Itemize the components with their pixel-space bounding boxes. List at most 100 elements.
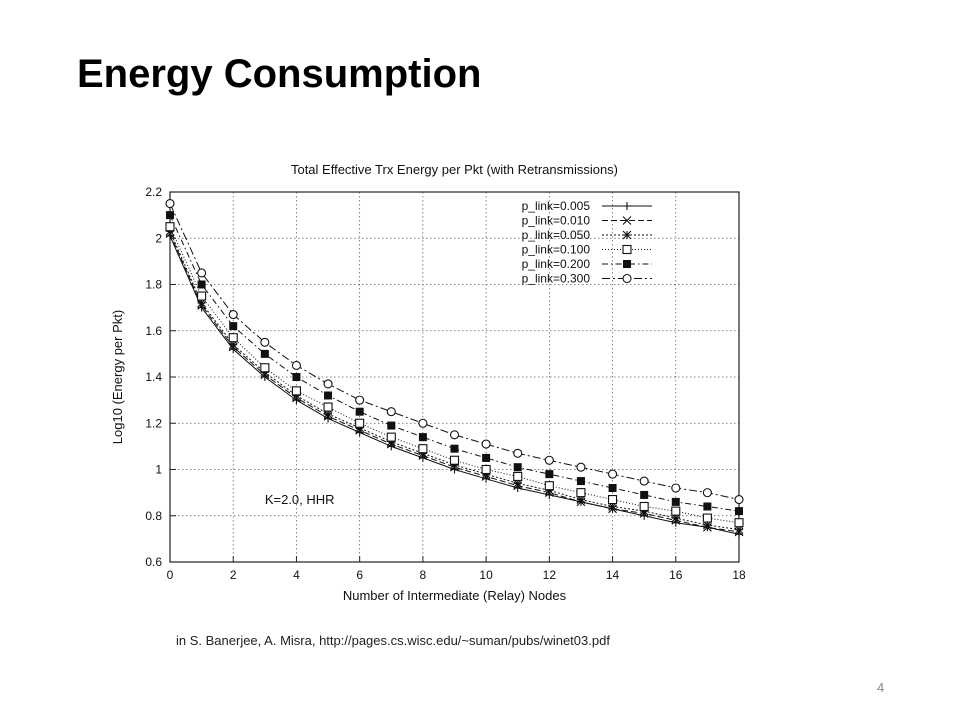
marker-shape (544, 455, 554, 465)
x-tick-label: 2 (230, 568, 237, 582)
data-point (166, 211, 174, 220)
y-tick-label: 0.6 (145, 555, 162, 569)
marker-shape (734, 518, 744, 528)
marker-shape (418, 433, 427, 442)
marker-shape (639, 476, 649, 486)
chart-annotation: K=2.0, HHR (265, 492, 335, 507)
legend-item: p_link=0.050 (522, 228, 652, 242)
series-p-link-0-005 (166, 231, 743, 539)
data-point (449, 430, 460, 440)
source-caption: in S. Banerjee, A. Misra, http://pages.c… (176, 633, 610, 648)
data-point (324, 391, 333, 400)
marker-shape (734, 495, 744, 505)
data-point (513, 471, 523, 481)
data-point (639, 501, 649, 512)
legend-marker (622, 230, 632, 240)
data-point (671, 506, 681, 516)
marker-shape (622, 273, 632, 284)
x-tick-label: 0 (167, 568, 174, 582)
marker-shape (166, 211, 174, 220)
data-point (513, 448, 523, 458)
legend-label: p_link=0.005 (522, 199, 591, 213)
marker-shape (640, 490, 649, 499)
data-point (386, 432, 396, 442)
marker-stroke (622, 230, 632, 240)
chart-figure: Total Effective Trx Energy per Pkt (with… (100, 150, 760, 615)
data-point (355, 407, 364, 416)
series-p-link-0-010 (165, 229, 744, 537)
marker-shape (671, 483, 681, 493)
data-point (576, 462, 586, 472)
data-point (544, 481, 554, 491)
data-point (608, 484, 617, 492)
data-point (418, 433, 427, 442)
legend-marker (622, 216, 632, 225)
data-point (449, 455, 460, 465)
legend-item: p_link=0.200 (522, 257, 652, 271)
data-point (702, 488, 712, 498)
series-p-link-0-100 (165, 222, 744, 528)
marker-shape (260, 349, 269, 358)
legend-label: p_link=0.050 (522, 228, 591, 242)
y-tick-label: 1.4 (145, 370, 162, 384)
marker-shape (513, 448, 523, 458)
data-point (291, 386, 301, 396)
marker-shape (481, 439, 491, 449)
data-point (165, 222, 175, 232)
slide-title: Energy Consumption (77, 52, 482, 96)
data-point (639, 476, 649, 486)
legend-item: p_link=0.005 (522, 199, 652, 213)
marker-shape (355, 418, 365, 428)
marker-shape (735, 507, 743, 516)
legend-marker (623, 260, 631, 268)
marker-shape (576, 488, 586, 498)
marker-shape (324, 391, 333, 400)
legend-item: p_link=0.100 (522, 243, 652, 257)
legend-label: p_link=0.300 (522, 272, 591, 286)
marker-shape (639, 501, 649, 512)
marker-shape (702, 488, 712, 498)
data-point (228, 333, 238, 343)
data-point (355, 395, 365, 405)
marker-shape (387, 421, 396, 430)
data-point (165, 199, 175, 209)
data-point (260, 349, 269, 358)
series-line (169, 203, 740, 501)
data-point (608, 469, 618, 479)
marker-shape (449, 455, 460, 465)
legend-marker (622, 244, 632, 255)
marker-shape (702, 513, 712, 523)
x-axis-label: Number of Intermediate (Relay) Nodes (343, 588, 567, 603)
data-point (734, 518, 744, 528)
marker-shape (229, 322, 238, 331)
x-tick-label: 6 (356, 568, 363, 582)
legend-label: p_link=0.010 (522, 214, 591, 228)
data-point (576, 477, 585, 486)
grid-layer (170, 192, 739, 562)
data-point (323, 379, 333, 389)
series-line (169, 235, 740, 535)
data-point (576, 488, 586, 498)
marker-shape (481, 464, 491, 475)
marker-shape (291, 360, 301, 370)
y-axis-label: Log10 (Energy per Pkt) (110, 310, 125, 444)
data-point (671, 497, 680, 506)
marker-shape (323, 402, 333, 412)
marker-shape (228, 333, 238, 343)
data-point (197, 280, 206, 289)
data-point (355, 418, 365, 428)
data-point (260, 363, 270, 373)
legend-label: p_link=0.200 (522, 257, 591, 271)
page-number: 4 (877, 680, 885, 695)
data-point (482, 453, 491, 462)
legend-marker (622, 273, 632, 284)
marker-shape (197, 280, 206, 289)
data-point (323, 402, 333, 412)
marker-shape (291, 386, 301, 396)
series-line (169, 231, 740, 531)
marker-shape (623, 260, 631, 268)
data-point (735, 507, 743, 516)
marker-shape (513, 463, 522, 472)
series-layer (165, 199, 744, 539)
legend-item: p_link=0.010 (522, 214, 652, 228)
